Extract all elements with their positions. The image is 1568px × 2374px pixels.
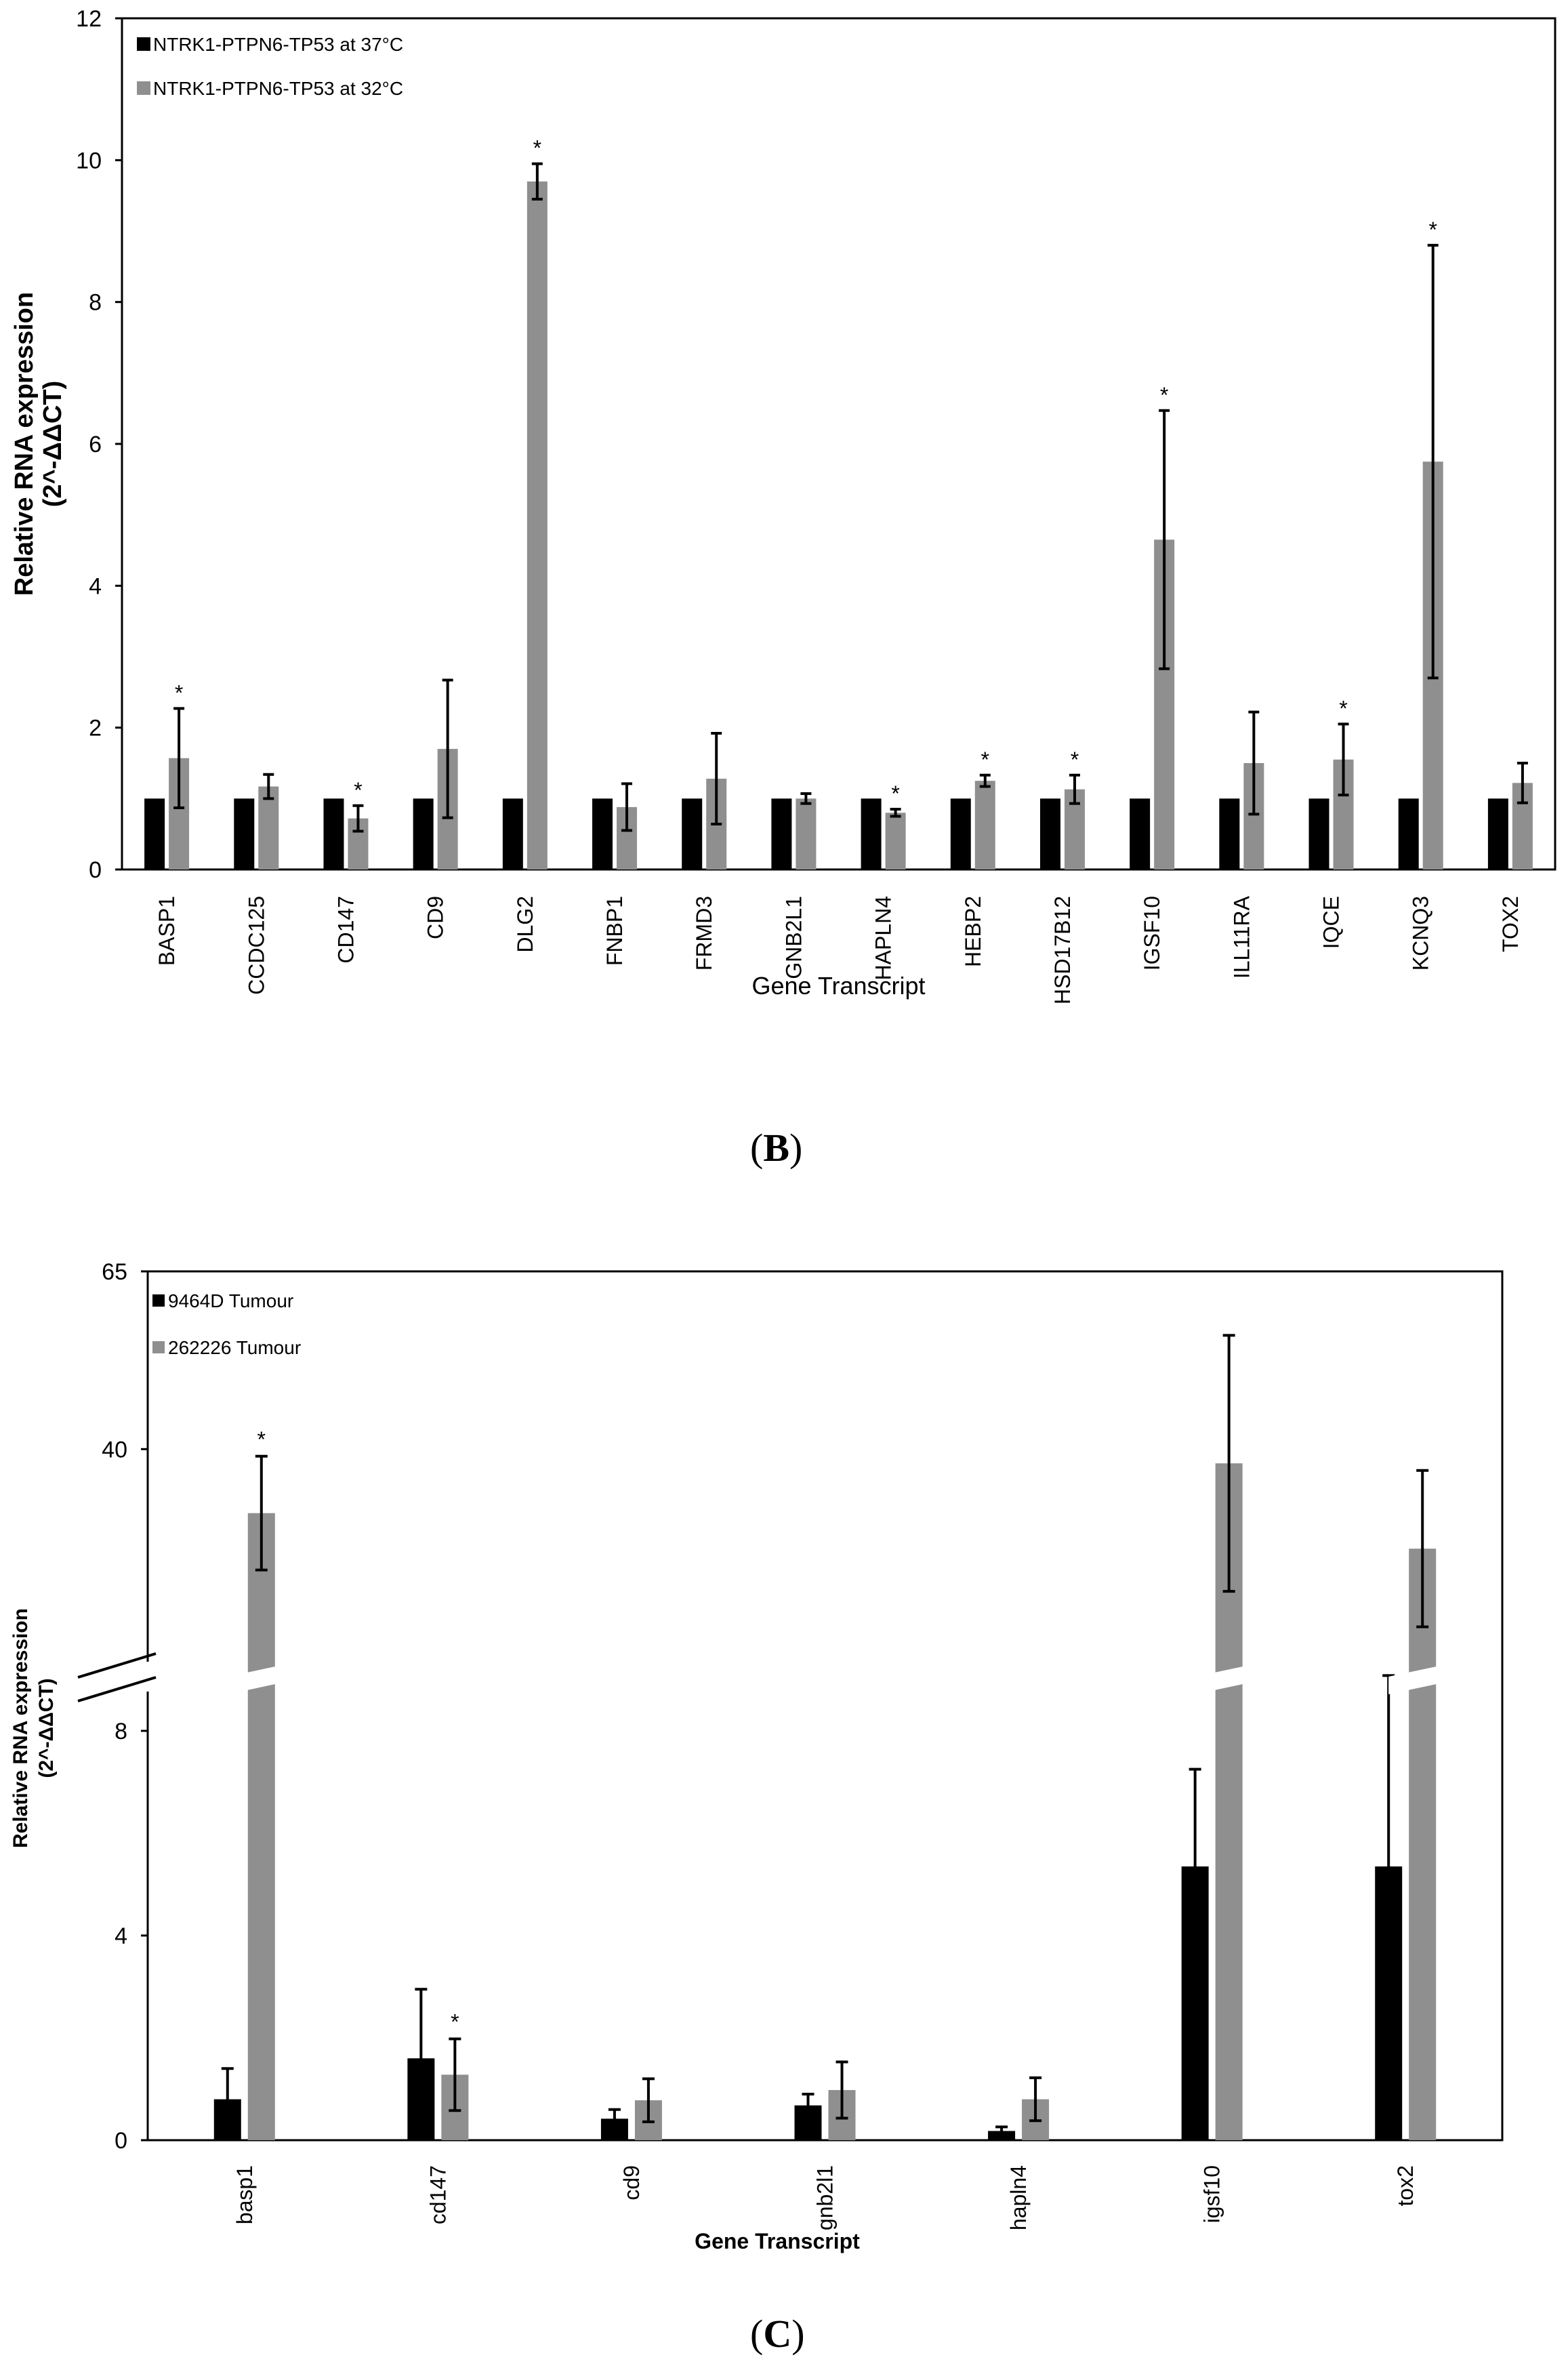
legend-swatch-series1 [137,37,150,51]
x-tick-label-HSD17B12: HSD17B12 [1050,896,1075,1004]
significance-HSD17B12: * [1071,748,1079,772]
x-tick-label-CD147: CD147 [333,896,358,964]
x-axis-title: Gene Transcript [751,972,925,1000]
bar-GNB2L1-series1 [771,798,792,869]
bar-ILL11RA-series1 [1219,798,1240,869]
panel-label-c: (C) [750,2312,805,2356]
bar-break-gap-basp1 [227,1662,295,1695]
x-tick-label-tox2: tox2 [1393,2165,1418,2206]
bar-HEBP2-series1 [950,798,971,869]
x-tick-label-BASP1: BASP1 [154,896,179,966]
bar-break-gap-igsf10 [1195,1662,1263,1695]
x-tick-label-hapln4: hapln4 [1006,2165,1031,2230]
significance-DLG2: * [533,136,541,161]
bar-basp1-series2 [247,1513,275,2140]
x-tick-label-FNBP1: FNBP1 [602,896,627,966]
x-tick-label-DLG2: DLG2 [513,896,537,953]
legend-swatch-series1 [152,1294,165,1307]
bar-CCDC125-series2 [258,786,279,869]
panel-label-b: (B) [750,1126,803,1170]
bar-tox2-series2 [1409,1549,1437,2140]
significance-cd147: * [451,2010,459,2034]
x-tick-label-HAPLN4: HAPLN4 [871,896,896,981]
y-tick-label: 8 [89,290,102,316]
y-tick-label: 40 [102,1437,127,1462]
legend-label-series1: 9464D Tumour [168,1290,293,1311]
x-tick-label-igsf10: igsf10 [1200,2165,1224,2223]
y-tick-label: 8 [115,1719,127,1744]
bar-HEBP2-series2 [974,781,995,869]
bar-FNBP1-series1 [592,798,613,869]
bar-TOX2-series1 [1487,798,1508,869]
y-tick-label: 10 [76,148,102,173]
bar-BASP1-series1 [144,798,165,869]
significance-KCNQ3: * [1428,218,1437,242]
bar-HAPLN4-series1 [861,798,882,869]
significance-IQCE: * [1339,696,1347,720]
y-tick-label: 0 [115,2128,127,2154]
plot-frame [121,17,1556,871]
x-axis-title: Gene Transcript [695,2229,860,2253]
y-axis-title-line1: Relative RNA expression [9,1608,32,1848]
y-tick-label: 2 [89,716,102,741]
chart-b: 0 2 4 6 8 10 12 * BASP1 CCDC125 * CD147 CD9 * DLG2 FNBP… [10,6,1556,1004]
y-axis-title-line1: Relative RNA expression [10,292,39,596]
x-tick-label-CD9: CD9 [424,896,448,939]
x-tick-label-cd147: cd147 [426,2165,450,2224]
bar-CD9-series1 [413,798,434,869]
x-tick-label-basp1: basp1 [232,2165,257,2224]
bar-CD147-series1 [323,798,344,869]
x-tick-label-CCDC125: CCDC125 [244,896,268,995]
legend-label-series2: NTRK1-PTPN6-TP53 at 32°C [153,78,403,99]
y-tick-label: 12 [76,6,102,32]
bar-CCDC125-series1 [234,798,255,869]
legend-label-series1: NTRK1-PTPN6-TP53 at 37°C [153,34,403,55]
y-axis-title-line2: (2^-ΔΔCT) [39,381,67,508]
y-tick-label: 6 [89,432,102,457]
significance-BASP1: * [175,680,183,705]
x-tick-label-gnb2l1: gnb2l1 [813,2165,838,2230]
bar-GNB2L1-series2 [796,798,817,869]
x-tick-label-TOX2: TOX2 [1498,896,1523,952]
x-tick-label-ILL11RA: ILL11RA [1229,895,1254,979]
bar-IQCE-series1 [1308,798,1329,869]
bar-KCNQ3-series1 [1398,798,1419,869]
x-tick-label-HEBP2: HEBP2 [961,896,985,967]
significance-HAPLN4: * [891,781,899,806]
x-tick-label-GNB2L1: GNB2L1 [781,896,806,979]
bar-break-gap-tox2 [1388,1662,1457,1695]
y-axis-title-line2: (2^-ΔΔCT) [35,1678,58,1778]
axis-break-gap [140,1662,156,1692]
significance-basp1: * [257,1427,266,1452]
bar-HSD17B12-series1 [1039,798,1060,869]
chart-c: 0 4 8 40 65 * basp1 * cd147 cd9 gnb2l1 hapln4 igsf10… [9,1259,1504,2253]
x-tick-label-FRMD3: FRMD3 [692,896,716,970]
x-tick-label-cd9: cd9 [619,2165,644,2201]
y-tick-label: 4 [89,573,102,599]
significance-CD147: * [354,778,362,802]
legend-swatch-series2 [137,81,150,95]
bar-HAPLN4-series2 [885,813,906,869]
bar-DLG2-series2 [527,181,548,869]
legend-label-series2: 262226 Tumour [168,1337,301,1358]
bar-FRMD3-series1 [682,798,703,869]
x-tick-label-KCNQ3: KCNQ3 [1409,896,1433,970]
plot-frame [146,1270,1504,2142]
x-tick-label-IQCE: IQCE [1319,896,1344,949]
x-tick-label-IGSF10: IGSF10 [1140,896,1164,970]
significance-HEBP2: * [981,748,989,772]
axis-break-mark-lower [77,1676,157,1702]
y-tick-label: 65 [102,1259,127,1285]
y-tick-label: 4 [115,1923,127,1949]
y-tick-label: 0 [89,857,102,883]
bar-IGSF10-series1 [1130,798,1151,869]
legend-swatch-series2 [152,1341,165,1353]
axis-break-mark-upper [77,1652,157,1679]
significance-IGSF10: * [1160,383,1168,407]
bar-DLG2-series1 [502,798,523,869]
